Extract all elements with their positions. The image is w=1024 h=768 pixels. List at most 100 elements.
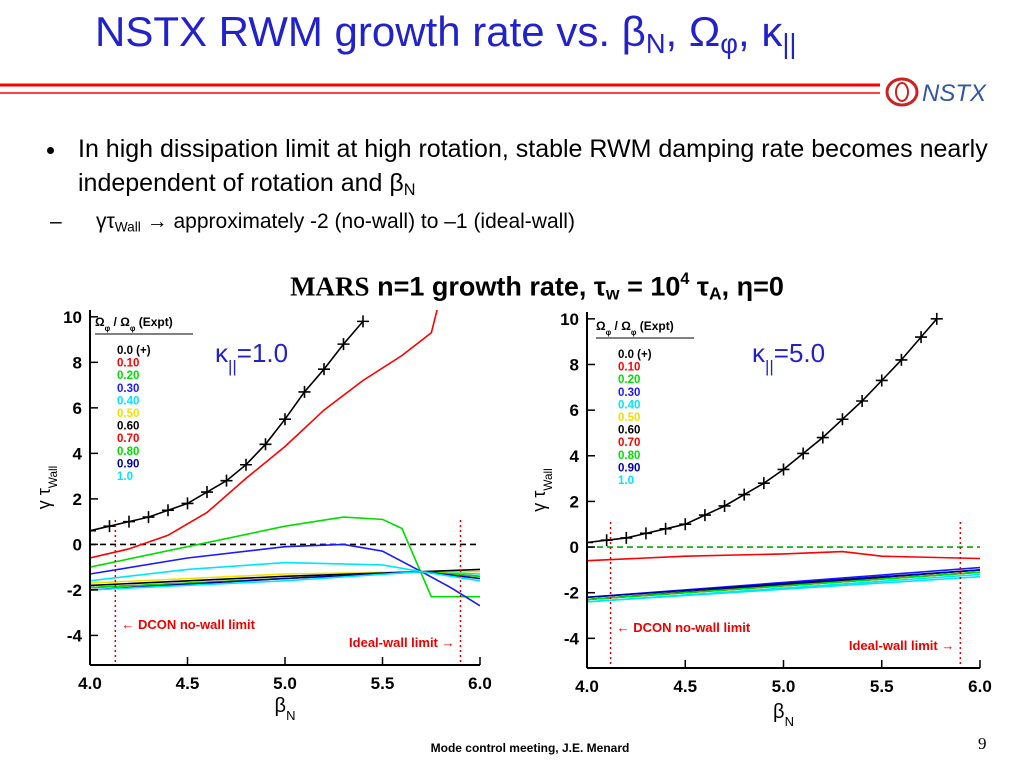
y-tick-label: 2 xyxy=(570,492,579,511)
sub-bullet: γτWall → approximately -2 (no-wall) to –… xyxy=(50,207,1024,242)
legend-entry: 0.80 xyxy=(618,450,640,462)
x-tick-label: 6.0 xyxy=(968,677,992,696)
point-marker xyxy=(298,385,311,398)
y-tick-label: -4 xyxy=(67,626,83,645)
text-run: (Expt) xyxy=(636,319,673,333)
text-run: → approximately -2 (no-wall) to –1 (idea… xyxy=(140,210,575,234)
x-tick-label: 5.0 xyxy=(772,677,796,696)
y-tick-label: 2 xyxy=(73,490,82,509)
legend-entry: 0.0 (+) xyxy=(117,345,151,357)
point-marker xyxy=(587,536,593,549)
y-tick-label: 0 xyxy=(73,535,82,554)
text-run: || xyxy=(765,357,774,376)
legend-entry: 0.80 xyxy=(117,446,139,458)
legend-entry: 0.40 xyxy=(117,395,139,407)
point-marker xyxy=(279,413,291,426)
text-run: NSTX RWM growth rate vs. β xyxy=(95,8,646,55)
text-run: A xyxy=(708,283,722,304)
point-marker xyxy=(797,447,810,460)
logo-ring xyxy=(895,82,909,102)
text-run: N xyxy=(286,708,295,723)
point-marker xyxy=(777,463,790,476)
legend-title: Ωφ / Ωφ (Expt) xyxy=(95,315,173,333)
text-run: n=1 growth rate, τ xyxy=(369,271,606,302)
series-line xyxy=(90,570,480,591)
charts-heading: MARS n=1 growth rate, τw = 104 τA, η=0 xyxy=(0,270,1024,305)
legend-title: Ωφ / Ωφ (Expt) xyxy=(596,319,674,337)
text-run: , κ xyxy=(738,8,783,55)
point-marker xyxy=(259,438,272,451)
y-tick-label: -2 xyxy=(564,584,579,603)
legend-entry: 0.60 xyxy=(117,421,139,433)
text-run: || xyxy=(782,27,797,59)
legend-entry: 0.90 xyxy=(618,462,640,474)
x-tick-label: 5.5 xyxy=(371,674,395,693)
point-marker xyxy=(659,522,672,535)
text-run: φ xyxy=(105,324,111,333)
legend-entry: 1.0 xyxy=(117,471,133,483)
text-run: γ τ xyxy=(34,488,54,509)
point-marker xyxy=(679,518,692,531)
text-run: φ xyxy=(720,27,738,59)
legend-entry: 0.10 xyxy=(618,362,640,374)
point-marker xyxy=(718,499,731,512)
legend-entry: 0.90 xyxy=(117,458,139,470)
series-line xyxy=(90,568,480,587)
legend-entry: 0.70 xyxy=(117,433,139,445)
point-marker xyxy=(620,531,633,544)
y-tick-label: 10 xyxy=(560,310,579,329)
legend-entry: 0.50 xyxy=(117,408,139,420)
text-run: Wall xyxy=(47,466,60,488)
plot-area xyxy=(90,310,480,607)
text-run: N xyxy=(785,714,794,729)
text-run: 4 xyxy=(680,270,690,288)
point-marker xyxy=(181,497,194,510)
limit-label: Ideal-wall limit → xyxy=(349,635,454,650)
x-tick-label: 5.5 xyxy=(870,677,894,696)
legend-entry: 0.70 xyxy=(618,437,640,449)
y-tick-label: 8 xyxy=(570,355,579,374)
x-tick-label: 6.0 xyxy=(468,674,492,693)
point-marker xyxy=(856,395,869,407)
legend-entry: 1.0 xyxy=(618,475,634,487)
point-marker xyxy=(357,315,369,328)
text-run: Wall xyxy=(542,468,555,490)
text-run: Ω xyxy=(95,315,105,329)
text-run: = 10 xyxy=(619,271,681,302)
text-run: φ xyxy=(606,328,612,337)
point-marker xyxy=(103,520,116,533)
plot-area xyxy=(587,312,980,603)
y-tick-label: -2 xyxy=(67,581,82,600)
point-marker xyxy=(600,534,613,547)
text-run: Wall xyxy=(114,219,141,235)
y-tick-label: 10 xyxy=(63,308,82,327)
legend-entry: 0.60 xyxy=(618,425,640,437)
slide-title: NSTX RWM growth rate vs. βN, Ωφ, κ|| xyxy=(95,8,797,60)
point-marker xyxy=(240,458,252,471)
y-tick-label: 4 xyxy=(570,447,580,466)
point-marker xyxy=(318,363,330,376)
text-run: N xyxy=(403,181,416,200)
annotation: κ||=5.0 xyxy=(752,338,825,376)
x-axis-label: βN xyxy=(275,695,296,723)
x-tick-label: 4.0 xyxy=(575,677,599,696)
y-tick-label: -4 xyxy=(564,629,580,648)
point-marker xyxy=(142,511,155,524)
text-run: τ xyxy=(689,271,709,302)
text-run: / Ω xyxy=(611,319,631,333)
text-run: || xyxy=(228,357,237,376)
text-run: κ xyxy=(215,338,229,368)
point-marker xyxy=(639,527,652,540)
point-marker xyxy=(738,488,751,501)
point-marker xyxy=(757,477,770,490)
chart: ← DCON no-wall limit Ideal-wall limit → -4… xyxy=(34,308,492,723)
point-marker xyxy=(930,312,943,325)
text-run: (Expt) xyxy=(135,315,172,329)
x-axis-label: βN xyxy=(773,701,794,729)
legend-entry: 0.0 (+) xyxy=(618,349,652,361)
text-run: N xyxy=(645,27,666,59)
page-number: 9 xyxy=(978,734,987,753)
text-run: =1.0 xyxy=(237,338,288,368)
x-tick-label: 4.5 xyxy=(673,677,697,696)
